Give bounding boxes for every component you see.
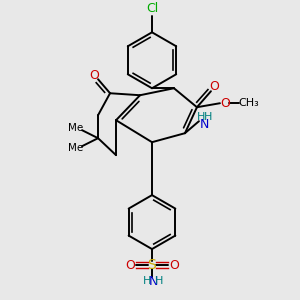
Text: O: O [89,69,99,82]
Text: Me: Me [68,143,84,153]
Text: H: H [143,276,151,286]
Text: O: O [125,259,135,272]
Text: Cl: Cl [146,2,158,15]
Text: S: S [148,258,156,272]
Text: O: O [169,259,179,272]
Text: H: H [155,276,163,286]
Text: N: N [199,118,208,131]
Text: Me: Me [68,123,84,133]
Text: N: N [148,274,158,287]
Text: O: O [220,97,230,110]
Text: O: O [209,80,219,93]
Text: H: H [204,112,212,122]
Text: CH₃: CH₃ [238,98,259,108]
Text: H: H [197,112,205,122]
